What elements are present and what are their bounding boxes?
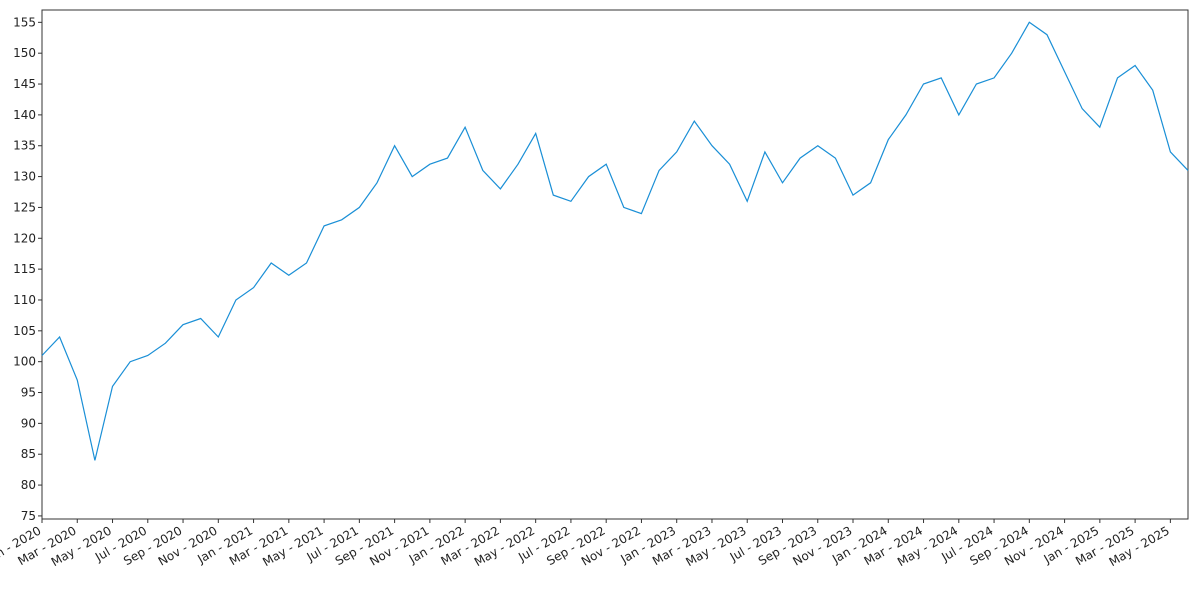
y-tick-label: 105	[13, 324, 36, 338]
y-tick-label: 80	[21, 478, 36, 492]
y-tick-label: 75	[21, 509, 36, 523]
plot-frame	[41, 9, 1189, 520]
y-tick-label: 135	[13, 139, 36, 153]
y-tick-label: 155	[13, 15, 36, 29]
y-tick-label: 150	[13, 46, 36, 60]
y-tick-label: 110	[13, 293, 36, 307]
y-tick-label: 115	[13, 262, 36, 276]
y-tick-label: 140	[13, 108, 36, 122]
y-tick-label: 120	[13, 231, 36, 245]
y-tick-label: 130	[13, 170, 36, 184]
y-tick-label: 125	[13, 200, 36, 214]
y-tick-label: 95	[21, 386, 36, 400]
y-tick-label: 90	[21, 416, 36, 430]
y-tick-label: 85	[21, 447, 36, 461]
y-tick-label: 145	[13, 77, 36, 91]
data-line	[41, 21, 1189, 461]
y-tick-label: 100	[13, 355, 36, 369]
